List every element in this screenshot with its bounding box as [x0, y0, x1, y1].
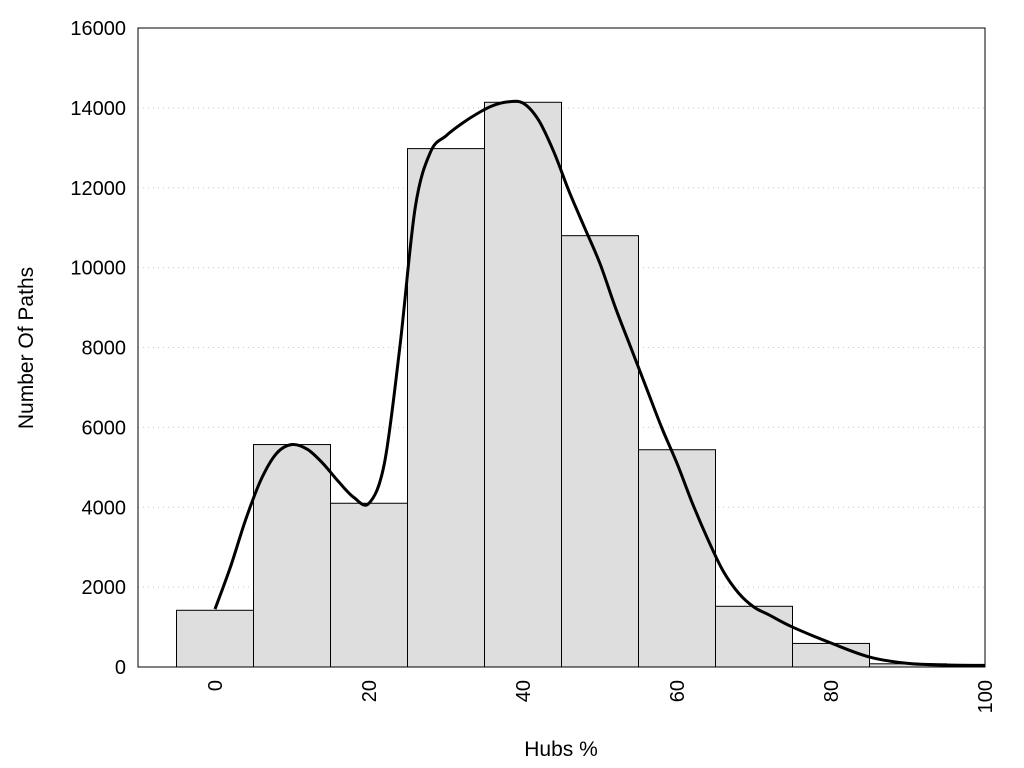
histogram-bar — [561, 235, 639, 668]
grid-lines — [138, 107, 985, 588]
plot-frame — [137, 27, 986, 668]
x-tick-label: 20 — [359, 680, 381, 702]
x-tick-label: 40 — [513, 680, 535, 702]
histogram-bar — [253, 444, 331, 668]
y-tick-labels: 0 2000 4000 6000 8000 10000 12000 14000 16000 — [70, 18, 126, 679]
y-tick-label: 12000 — [70, 178, 126, 200]
x-tick-label: 100 — [975, 680, 997, 713]
y-tick-label: 14000 — [70, 98, 126, 120]
y-tick-label: 10000 — [70, 258, 126, 280]
histogram-bar — [638, 449, 716, 668]
bars — [176, 101, 947, 668]
histogram-bar — [176, 609, 254, 668]
histogram-bar — [715, 605, 793, 668]
y-tick-label: 8000 — [82, 338, 127, 360]
y-axis-label: Number Of Paths — [15, 267, 38, 429]
histogram-bar — [407, 148, 485, 668]
y-tick-label: 16000 — [70, 18, 126, 40]
y-tick-label: 2000 — [82, 577, 127, 599]
x-tick-label: 80 — [821, 680, 843, 702]
y-tick-label: 6000 — [82, 417, 127, 439]
x-tick-label: 60 — [667, 680, 689, 702]
density-curve-line — [213, 99, 986, 667]
x-axis-label: Hubs % — [524, 738, 598, 761]
histogram-bar — [792, 642, 870, 668]
y-tick-label: 4000 — [82, 497, 127, 519]
histogram-bar — [330, 502, 408, 668]
density-curve — [213, 99, 986, 667]
x-tick-labels: 0 20 40 60 80 100 — [205, 680, 997, 713]
histogram-bar — [484, 101, 562, 668]
x-tick-label: 0 — [205, 680, 227, 691]
y-tick-label: 0 — [115, 657, 126, 679]
